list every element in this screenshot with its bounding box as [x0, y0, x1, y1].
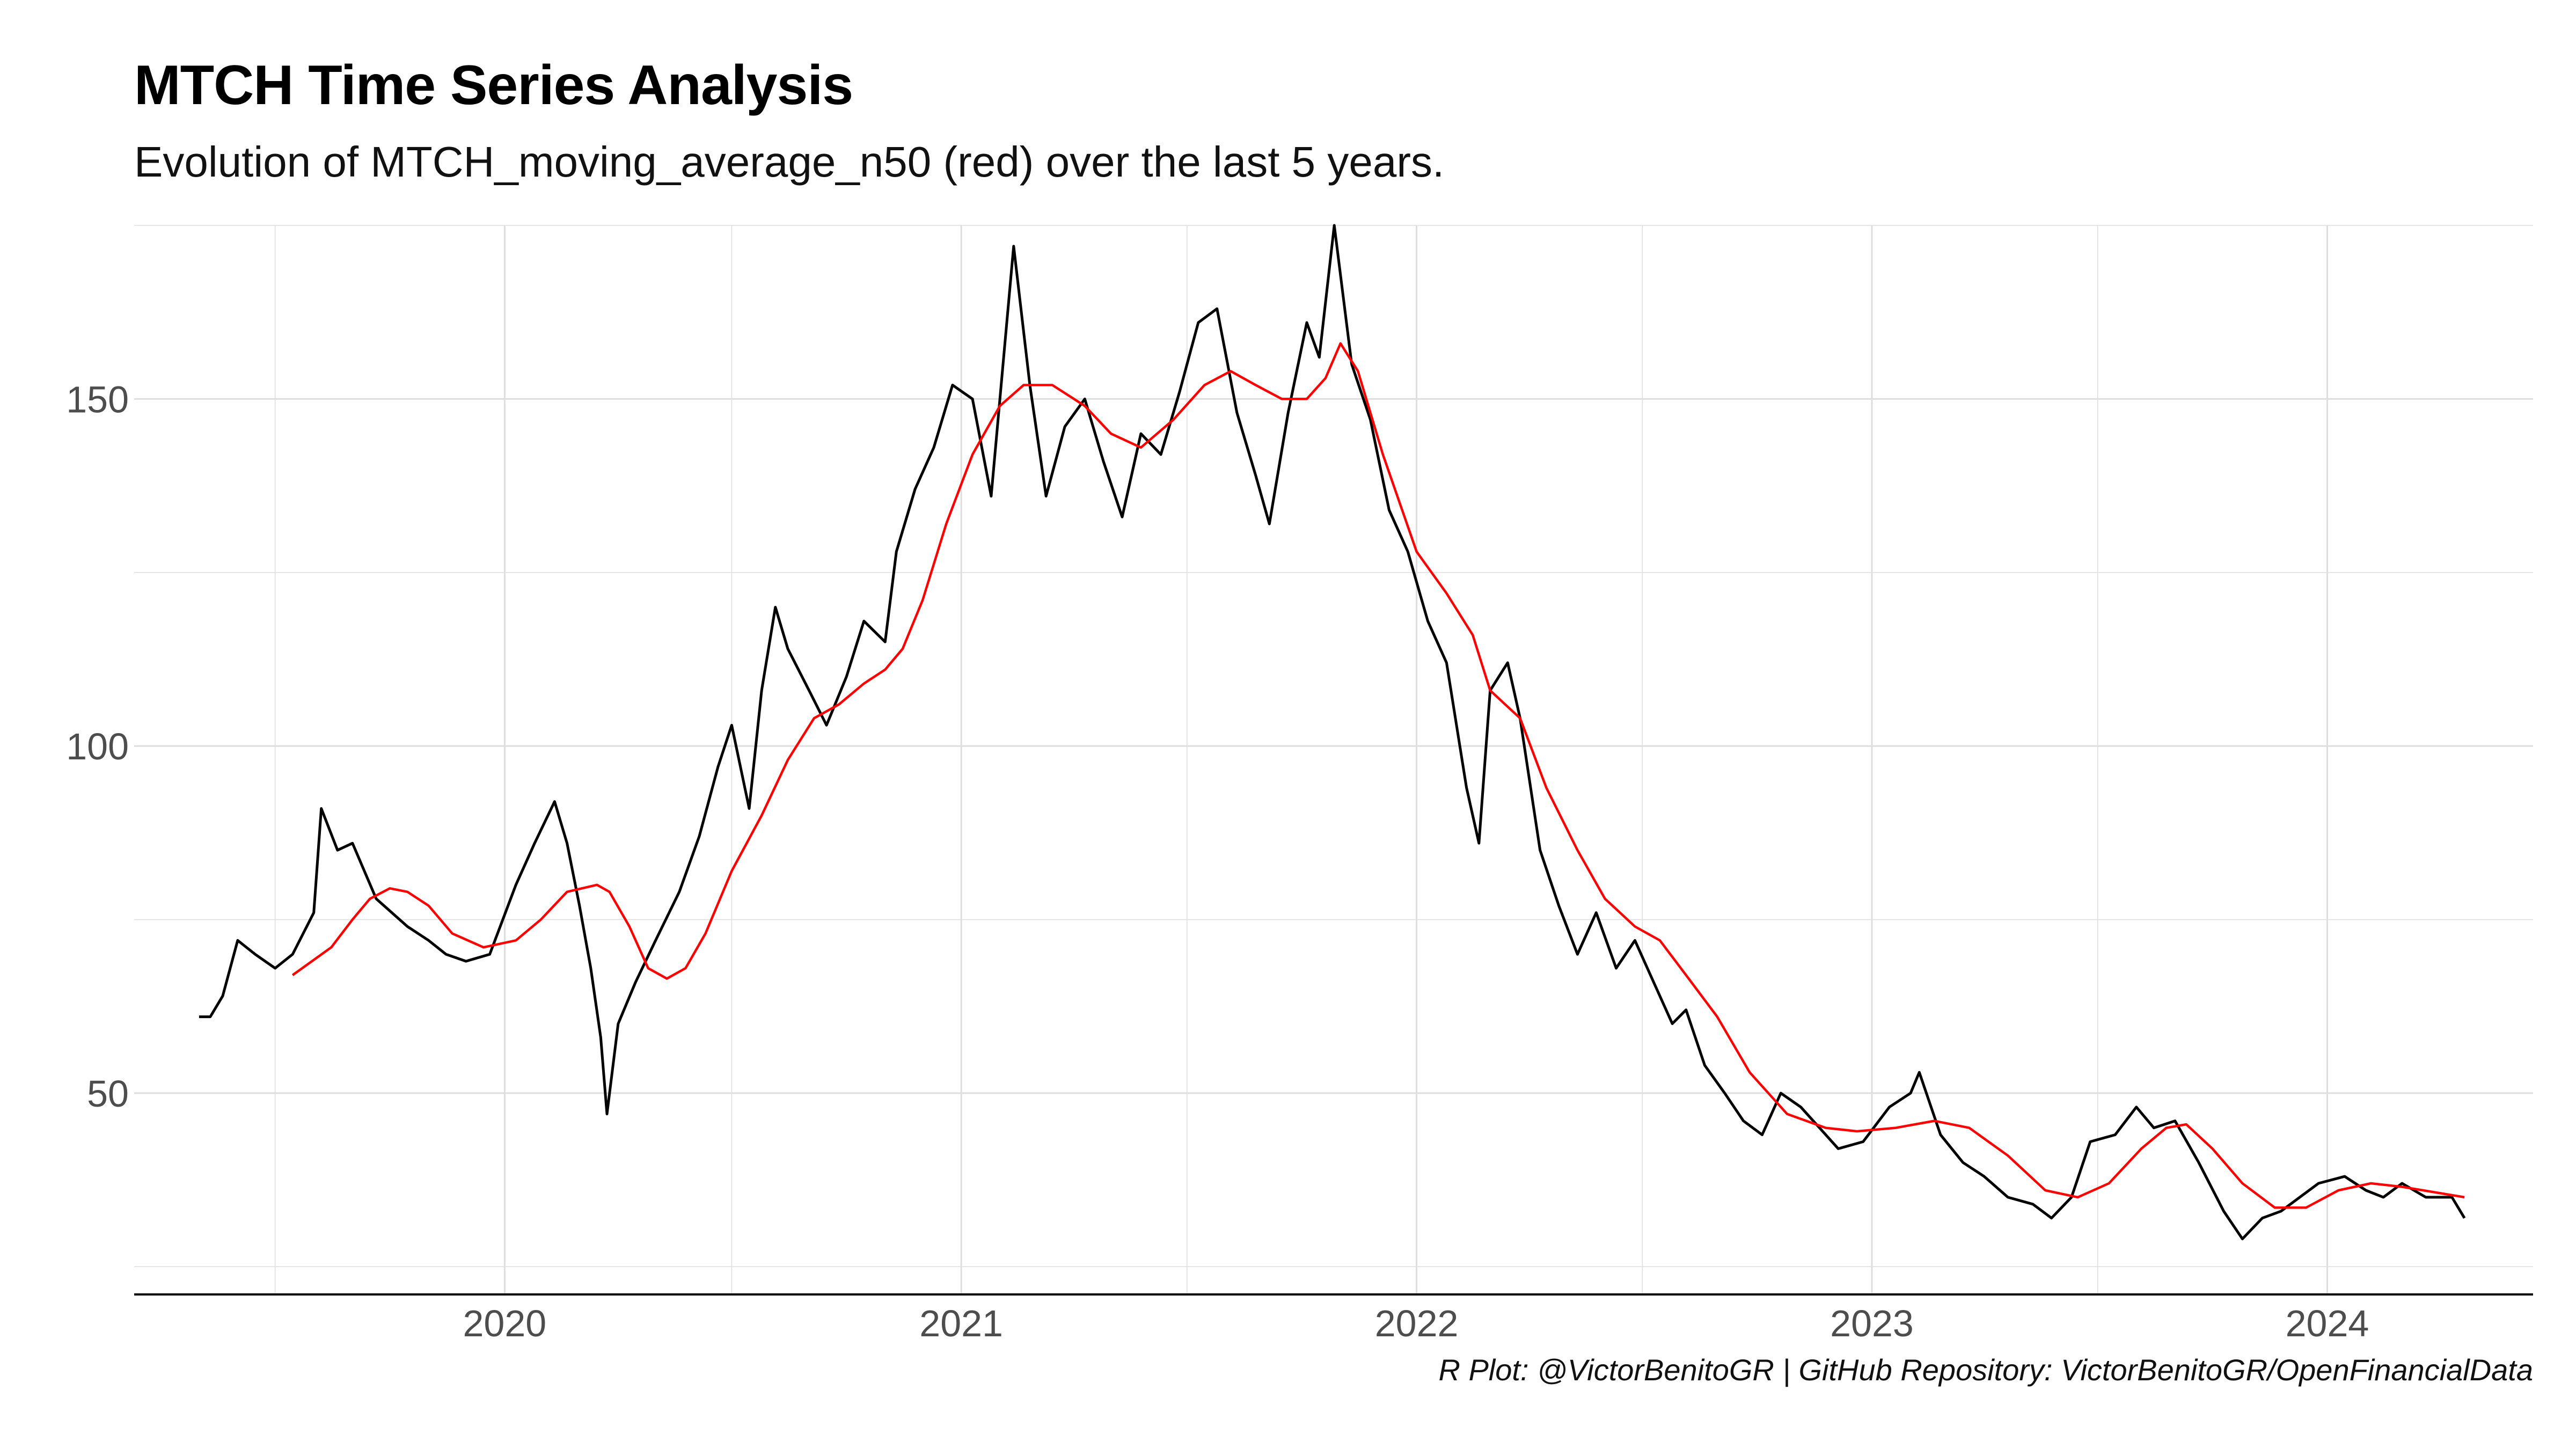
y-tick-label: 100 [66, 726, 129, 767]
chart-title: MTCH Time Series Analysis [134, 54, 853, 116]
chart-caption: R Plot: @VictorBenitoGR | GitHub Reposit… [1438, 1353, 2533, 1387]
x-tick-label: 2023 [1830, 1302, 1914, 1344]
x-tick-label: 2022 [1375, 1302, 1459, 1344]
y-tick-label: 150 [66, 378, 129, 420]
x-tick-label: 2020 [463, 1302, 547, 1344]
x-tick-labels: 2020 2021 2022 2023 2024 [463, 1302, 2369, 1344]
chart-subtitle: Evolution of MTCH_moving_average_n50 (re… [134, 138, 1445, 186]
price-series-line [199, 224, 2466, 1240]
x-tick-label: 2021 [919, 1302, 1003, 1344]
x-tick-label: 2024 [2286, 1302, 2369, 1344]
y-tick-labels: 50 100 150 [66, 378, 129, 1115]
series-layer [199, 224, 2466, 1240]
moving-average-line [291, 342, 2465, 1209]
grid-lines [134, 225, 2533, 1294]
y-tick-label: 50 [87, 1073, 129, 1115]
